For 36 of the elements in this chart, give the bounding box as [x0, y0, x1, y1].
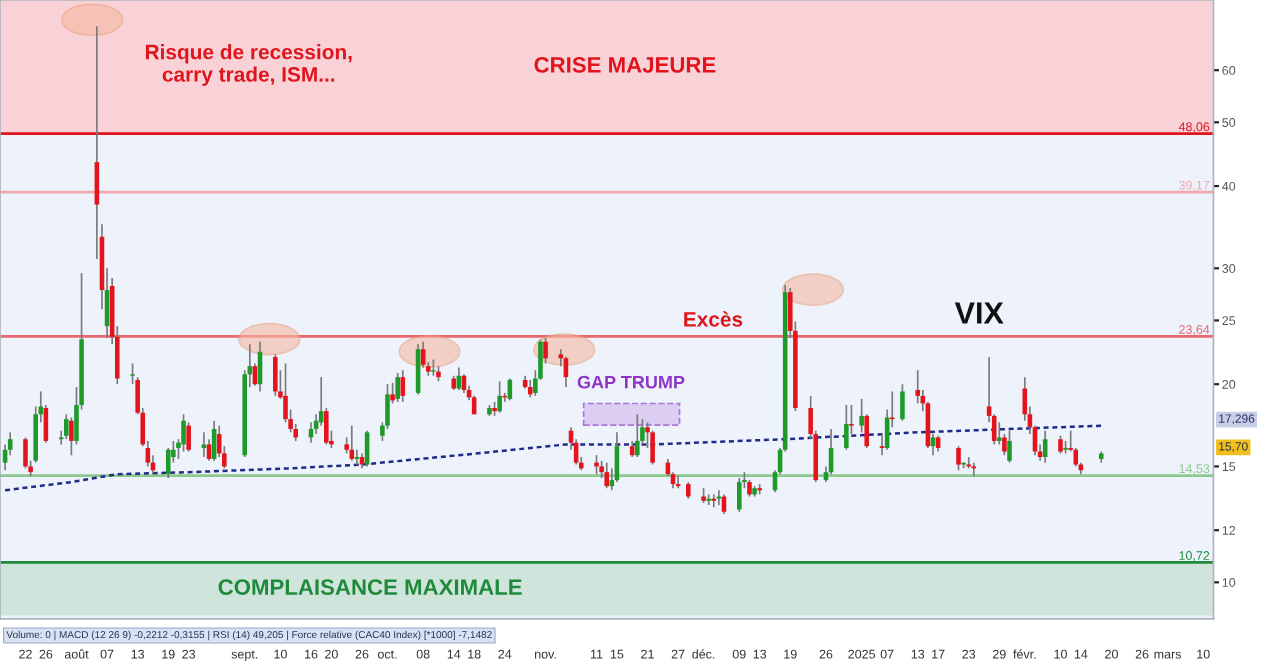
candlestick — [181, 413, 186, 453]
annotation: Excès — [684, 311, 743, 327]
candlestick — [130, 362, 135, 386]
line-series — [3, 424, 1103, 492]
candlestick — [997, 421, 1002, 446]
candlestick — [1007, 429, 1012, 464]
candlestick — [844, 404, 849, 451]
candlestick — [69, 416, 74, 457]
annotation: Risque de recession, carry trade, ISM... — [145, 44, 352, 86]
candlestick — [23, 436, 28, 470]
band-label: COMPLAISANCE MAXIMALE — [218, 579, 522, 595]
candlestick — [165, 447, 171, 479]
candlestick — [757, 483, 762, 496]
candlestick — [201, 431, 207, 458]
candlestick — [395, 372, 400, 403]
candlestick — [915, 369, 921, 405]
candlestick — [283, 362, 288, 424]
candlestick — [956, 445, 961, 472]
annotation: GAP TRUMP — [577, 375, 685, 389]
band-label: CRISE MAJEURE — [534, 57, 716, 73]
candlestick — [390, 381, 395, 405]
candlestick — [273, 353, 278, 397]
candlestick — [849, 404, 854, 435]
candlestick — [635, 413, 640, 458]
candlestick — [186, 421, 191, 453]
candlestick — [859, 398, 864, 434]
candlestick — [711, 493, 717, 509]
candlestick — [400, 369, 406, 403]
candlestick — [650, 429, 655, 466]
text: VIX — [954, 302, 1004, 324]
candlestick — [497, 380, 502, 414]
candlestick — [543, 337, 548, 365]
candlestick — [706, 493, 711, 506]
candlestick — [900, 383, 905, 422]
candlestick — [604, 461, 610, 490]
candlestick — [736, 477, 742, 513]
